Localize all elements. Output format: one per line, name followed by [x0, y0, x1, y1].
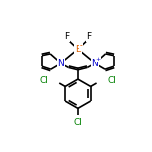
Text: B: B — [75, 45, 81, 54]
Text: F: F — [86, 32, 92, 41]
Text: Cl: Cl — [73, 119, 82, 128]
Text: Cl: Cl — [40, 76, 49, 85]
Text: +: + — [96, 57, 101, 62]
Text: N: N — [92, 59, 98, 68]
Text: F: F — [64, 32, 69, 41]
Text: Cl: Cl — [107, 76, 116, 85]
Text: N: N — [57, 59, 64, 68]
Text: -: - — [80, 41, 82, 50]
